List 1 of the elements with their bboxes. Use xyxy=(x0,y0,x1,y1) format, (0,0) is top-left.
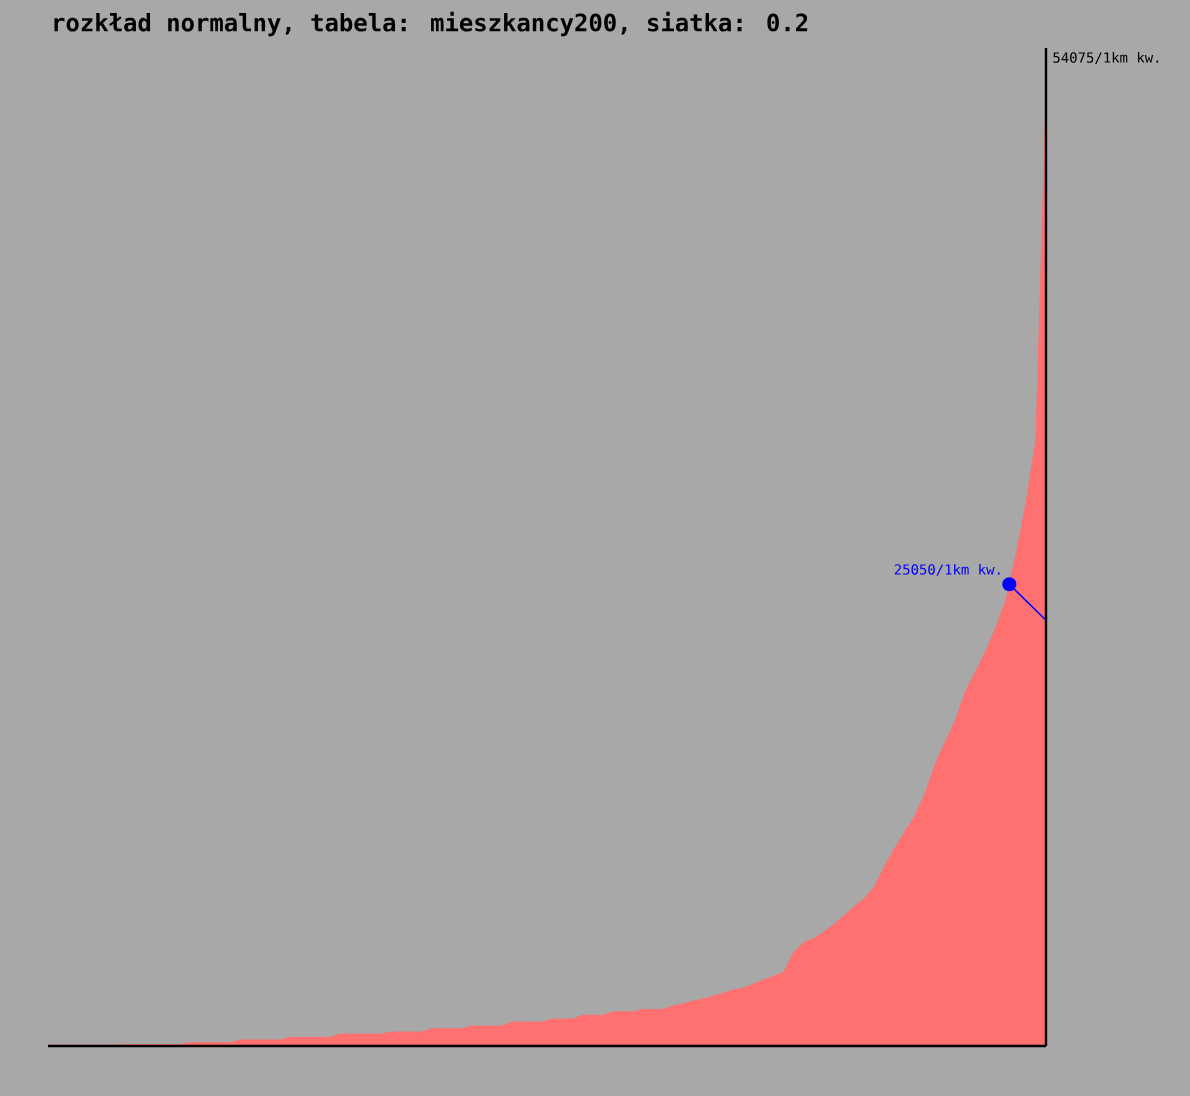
chart-title: rozkład normalny, tabela: mieszkancy200, siatka: 0.2 xyxy=(54,11,808,37)
